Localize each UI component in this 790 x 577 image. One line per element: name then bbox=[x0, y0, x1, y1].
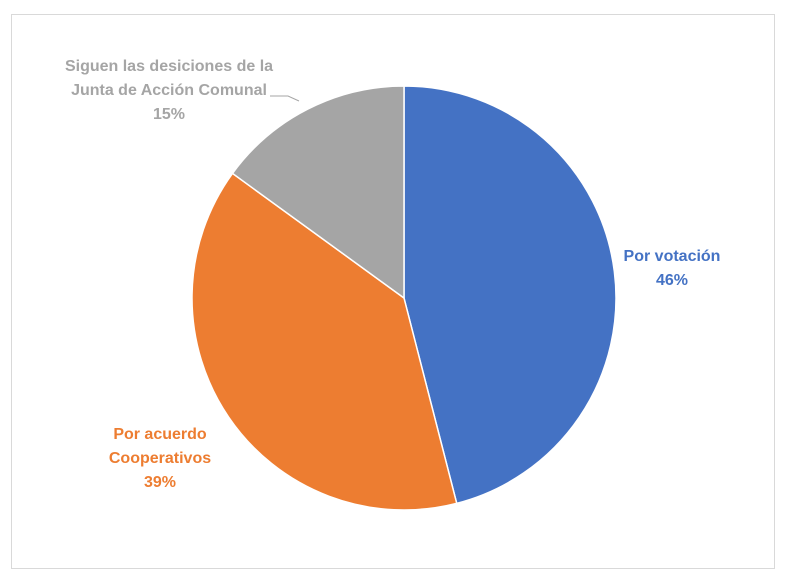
slice-label-1: Por votación 46% bbox=[624, 248, 721, 289]
slice-label-3-line-2: Junta de Acción Comunal bbox=[71, 82, 267, 99]
pie-slice-1 bbox=[403, 85, 617, 505]
slice-label-2: Por acuerdo Cooperativos 39% bbox=[109, 426, 211, 491]
slice-label-3: Siguen las desiciones de la Junta de Acci… bbox=[65, 58, 273, 123]
pie-slice-2 bbox=[191, 172, 458, 511]
slice-label-1-line-1: Por votación bbox=[624, 248, 721, 265]
slice-label-3-line-1: Siguen las desiciones de la bbox=[65, 58, 273, 75]
pie-slice-3 bbox=[231, 85, 405, 300]
slice-label-2-line-1: Por acuerdo bbox=[113, 426, 207, 443]
leader-line-3 bbox=[270, 95, 300, 102]
slice-label-3-line-3: 15% bbox=[153, 106, 185, 123]
slice-label-1-line-2: 46% bbox=[656, 272, 688, 289]
slice-label-2-line-2: Cooperativos bbox=[109, 450, 211, 467]
slices-layer bbox=[191, 85, 617, 511]
labels-layer: Por votación 46% Por acuerdo Cooperativos 39… bbox=[65, 58, 720, 491]
slice-label-2-line-3: 39% bbox=[144, 474, 176, 491]
